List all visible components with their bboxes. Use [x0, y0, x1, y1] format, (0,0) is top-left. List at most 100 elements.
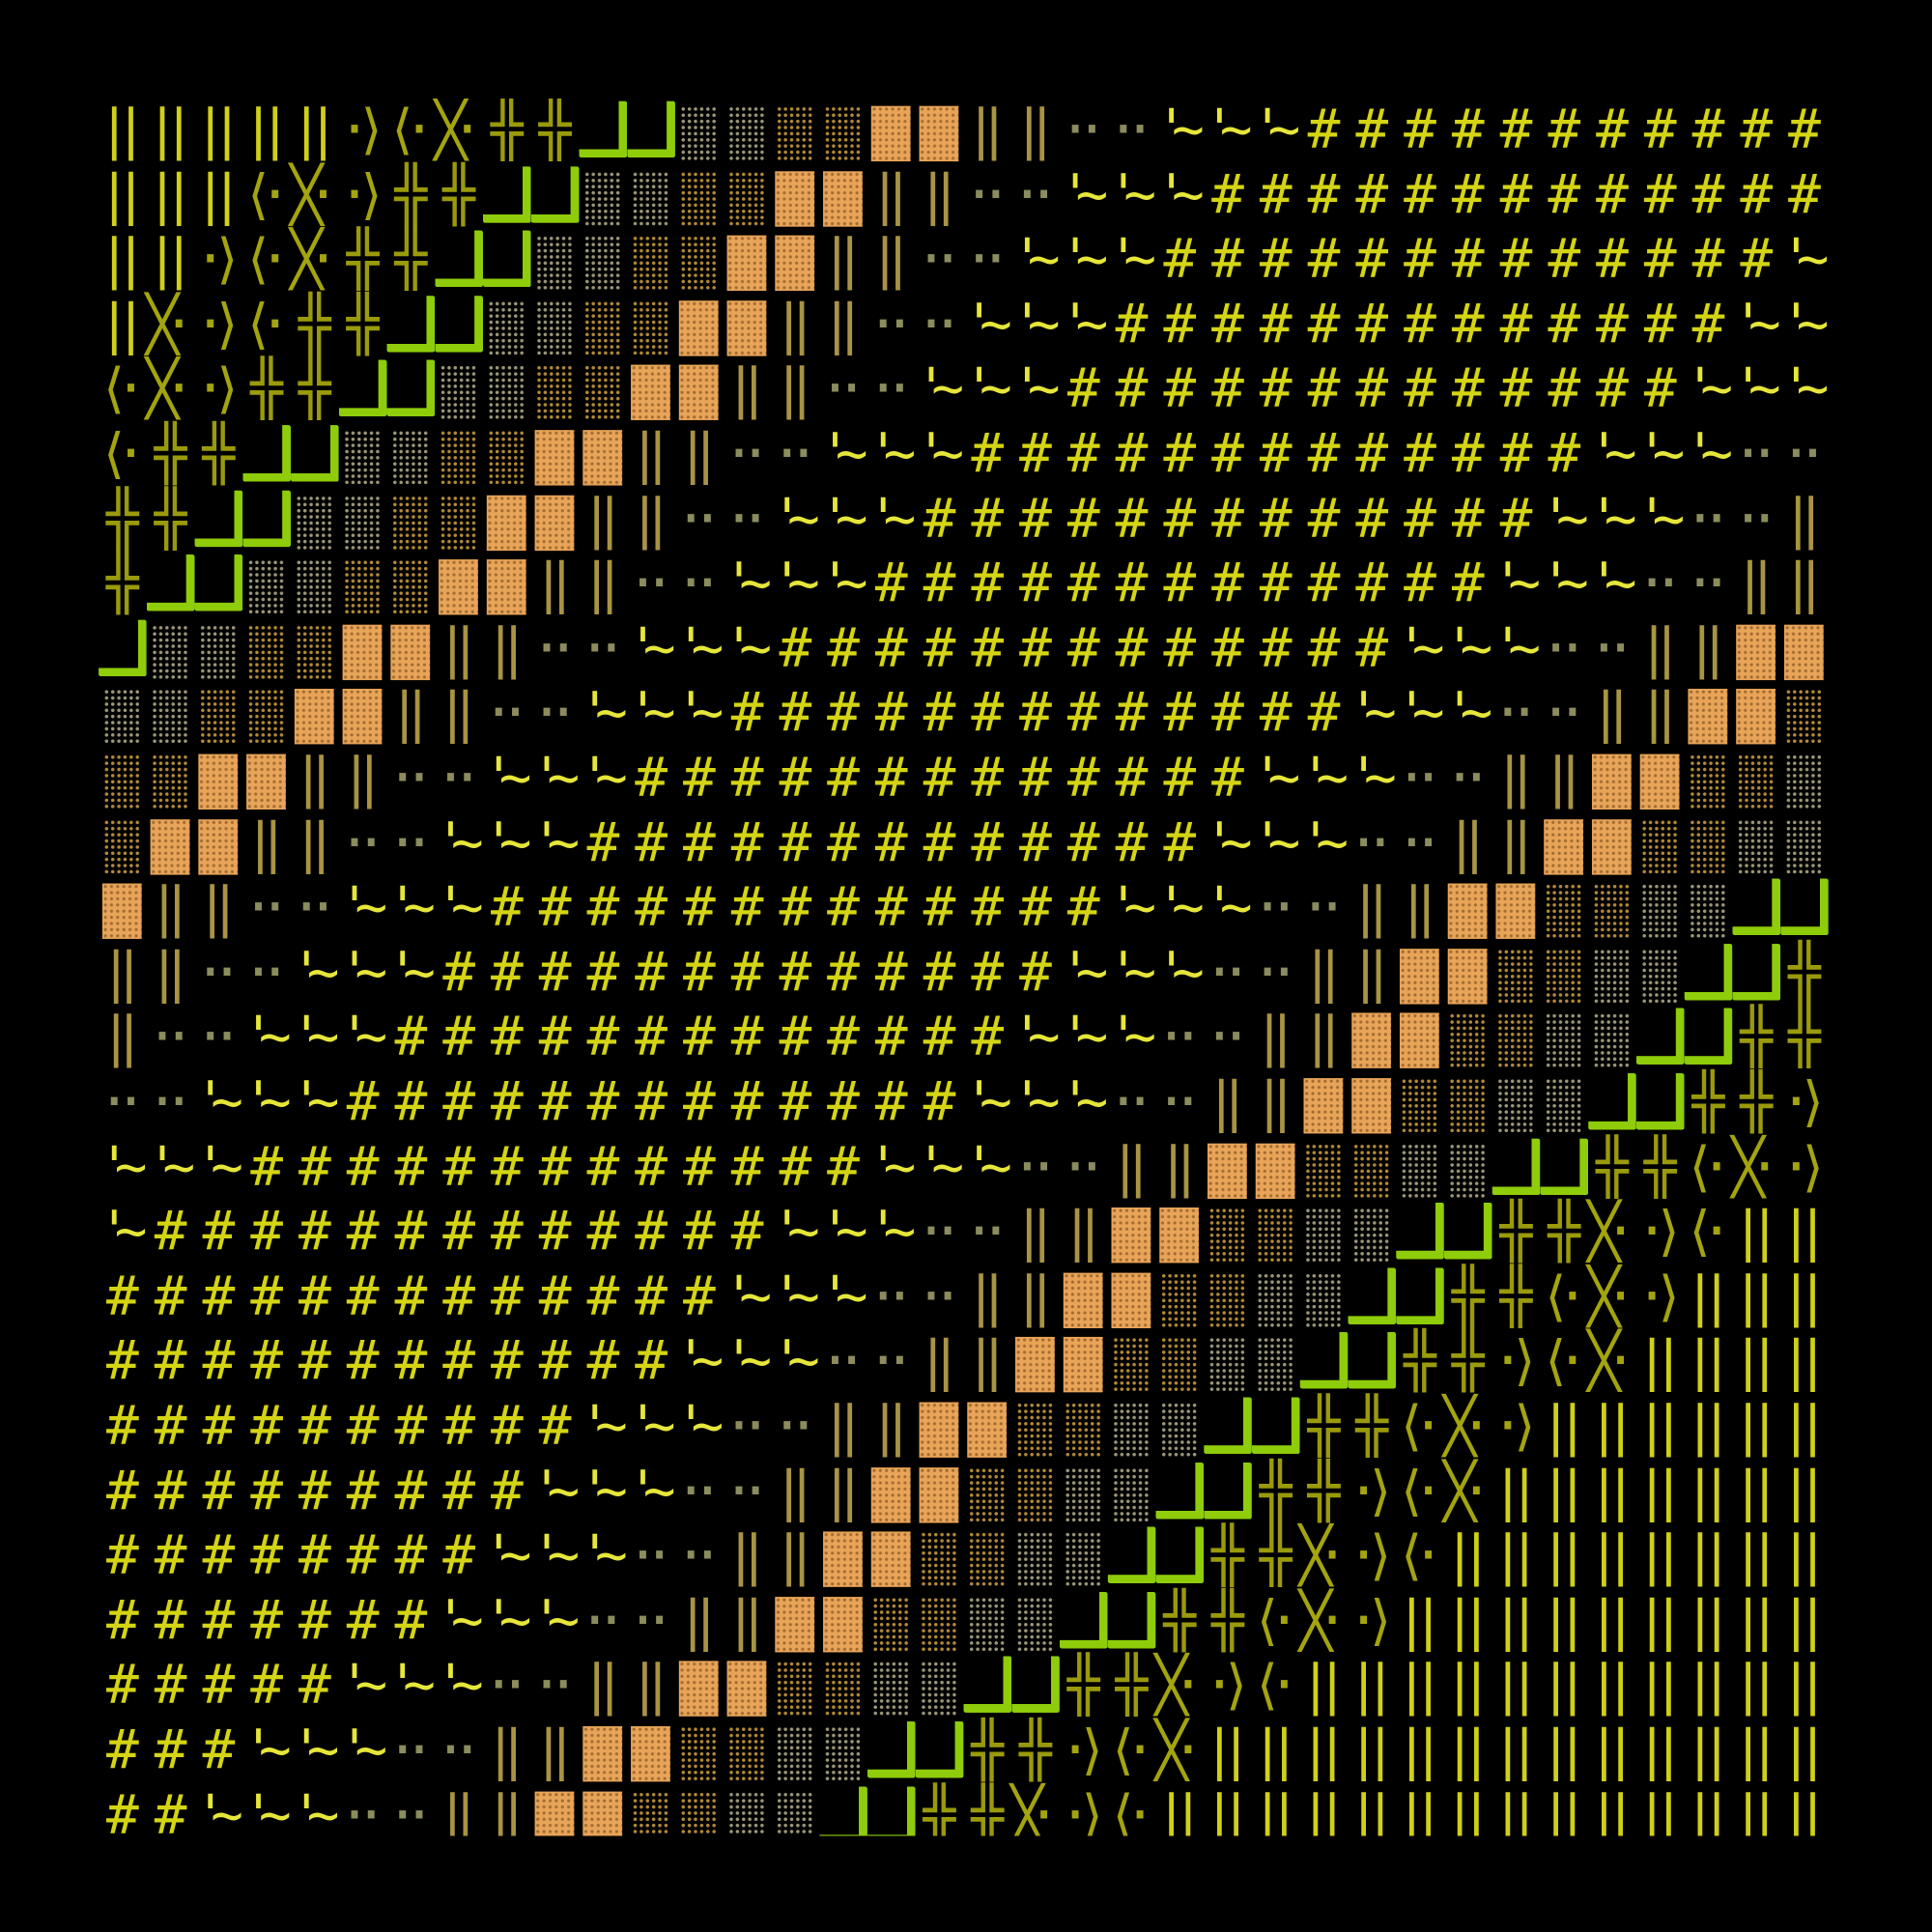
glyph-cell: # [1499, 293, 1533, 356]
glyph-cell: # [346, 1200, 380, 1264]
glyph-cell: '~ [1731, 293, 1781, 356]
glyph-cell: # [827, 681, 860, 745]
glyph-cell: # [106, 1589, 139, 1653]
orange-block-cell [678, 365, 719, 421]
glyph-cell: ╬ [971, 1783, 1005, 1836]
glyph-cell: # [635, 941, 668, 1005]
glyph-cell: ╬ [1259, 1524, 1293, 1588]
glyph-cell: || [1635, 1459, 1685, 1523]
dotted-texture-cell [1785, 753, 1824, 809]
green-step-cell [1732, 878, 1781, 936]
dotted-texture-cell [1065, 1531, 1103, 1586]
glyph-cell: # [635, 1070, 668, 1134]
glyph-cell: '~ [338, 876, 387, 940]
glyph-cell: ·· [338, 1783, 387, 1836]
glyph-cell: || [242, 99, 292, 162]
glyph-cell: '~ [867, 422, 916, 486]
glyph-cell: ╬ [1788, 941, 1821, 1005]
glyph-cell: # [106, 1719, 139, 1782]
dotted-texture-cell [1401, 1143, 1439, 1198]
glyph-cell: || [1587, 1589, 1636, 1653]
dotted-texture-cell [920, 1531, 959, 1586]
green-step-cell [1732, 943, 1781, 1001]
glyph-cell: # [1548, 357, 1581, 421]
glyph-cell: ·· [723, 1394, 772, 1458]
dotted-texture-cell [1257, 1272, 1295, 1327]
dotted-texture-cell [680, 105, 719, 160]
glyph-cell: ·· [1779, 422, 1829, 486]
orange-block-cell [631, 1725, 670, 1782]
dotted-texture-cell [632, 235, 670, 290]
orange-block-cell [1736, 624, 1776, 680]
glyph-cell: '~ [1154, 163, 1205, 227]
dotted-texture-cell [727, 1725, 767, 1781]
glyph-cell: ·· [530, 681, 580, 745]
glyph-cell: ╬ [1307, 1459, 1341, 1523]
glyph-cell: ╳· [1587, 1200, 1636, 1264]
glyph-cell: ╳· [290, 163, 339, 227]
glyph-cell: ·· [1539, 681, 1589, 745]
glyph-cell: # [250, 1329, 284, 1393]
glyph-cell: # [346, 1329, 380, 1393]
glyph-cell: # [1548, 228, 1581, 292]
glyph-cell: ‖ [971, 1329, 1005, 1393]
glyph-cell: ·· [723, 1459, 772, 1523]
dotted-texture-cell [1016, 1402, 1055, 1457]
glyph-cell: ‖ [682, 1589, 716, 1653]
orange-block-cell [1207, 1143, 1247, 1199]
glyph-cell: # [1404, 228, 1436, 292]
glyph-cell: '~ [1107, 163, 1156, 227]
glyph-cell: # [1115, 616, 1149, 680]
glyph-cell: # [874, 616, 908, 680]
dotted-texture-cell [247, 624, 286, 679]
dotted-texture-cell [1065, 1402, 1103, 1457]
green-step-cell [338, 359, 387, 417]
glyph-cell: || [1299, 1719, 1349, 1782]
glyph-cell: # [1307, 487, 1341, 551]
glyph-cell: # [682, 876, 716, 940]
glyph-cell: # [394, 1329, 428, 1393]
glyph-cell: # [635, 1329, 668, 1393]
glyph-cell: '~ [915, 422, 964, 486]
glyph-cell: ╳· [1443, 1394, 1492, 1458]
glyph-cell: ‖ [1499, 811, 1533, 875]
green-step-cell [1107, 1591, 1156, 1649]
glyph-cell: # [779, 1006, 812, 1069]
glyph-cell: ⟨· [1107, 1719, 1156, 1782]
glyph-cell: # [1691, 99, 1725, 162]
glyph-cell: || [1492, 1719, 1541, 1782]
glyph-cell: ╬ [1740, 1070, 1774, 1134]
glyph-cell: # [1259, 422, 1293, 486]
glyph-cell: '~ [1395, 681, 1445, 745]
glyph-cell: '~ [674, 681, 724, 745]
glyph-cell: || [99, 228, 147, 292]
glyph-cell: || [1731, 1524, 1781, 1588]
green-step-cell [1059, 1591, 1108, 1649]
glyph-cell: '~ [1587, 422, 1636, 486]
glyph-cell: || [1492, 1654, 1541, 1718]
green-step-cell [1492, 1138, 1541, 1195]
glyph-cell: ‖ [106, 941, 139, 1005]
orange-block-cell [967, 1402, 1008, 1458]
dotted-texture-cell [776, 105, 815, 160]
dotted-texture-cell [1016, 1466, 1055, 1521]
glyph-cell: # [202, 1264, 236, 1328]
glyph-cell: ‖ [682, 422, 716, 486]
glyph-cell: # [923, 876, 956, 940]
glyph-cell: '~ [962, 1135, 1012, 1199]
orange-block-cell [1591, 753, 1632, 810]
glyph-cell: '~ [962, 1070, 1012, 1134]
glyph-cell: # [827, 746, 860, 810]
glyph-cell: # [1066, 422, 1100, 486]
glyph-cell: ⟨· [99, 422, 147, 486]
glyph-cell: ╬ [1548, 1200, 1581, 1264]
glyph-cell: ·· [962, 1200, 1012, 1264]
glyph-cell: '~ [193, 1783, 243, 1836]
dotted-texture-cell [391, 430, 431, 485]
glyph-cell: # [106, 1654, 139, 1718]
glyph-cell: # [1499, 99, 1533, 162]
glyph-cell: || [1587, 1783, 1636, 1836]
orange-block-cell [534, 1791, 575, 1836]
orange-block-cell [678, 1661, 719, 1718]
glyph-cell: '~ [1059, 293, 1108, 356]
